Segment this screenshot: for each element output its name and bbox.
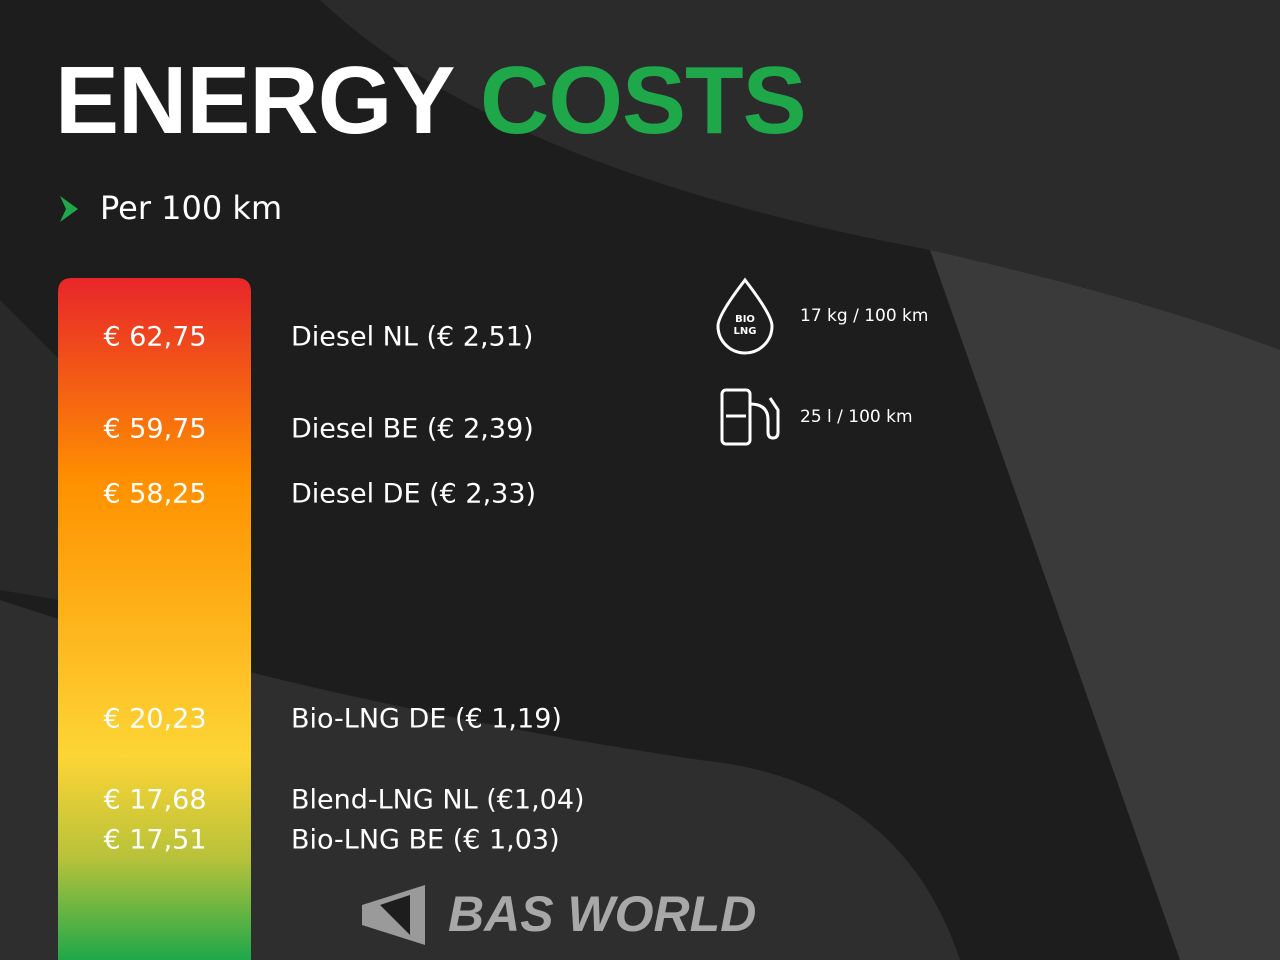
icon-text: LNG xyxy=(734,326,757,337)
icon-text: BIO xyxy=(735,314,755,325)
consumption-text: 25 l / 100 km xyxy=(800,407,913,427)
fuel-label: Diesel NL (€ 2,51) xyxy=(291,322,533,353)
bg-shape xyxy=(0,300,60,600)
logo-mark xyxy=(380,895,410,935)
fuel-label: Bio-LNG BE (€ 1,03) xyxy=(291,825,560,856)
fuel-label: Blend-LNG NL (€1,04) xyxy=(291,785,585,816)
bullet-arrow xyxy=(60,196,78,222)
bg-shape xyxy=(930,250,1280,960)
logo-text: BAS WORLD xyxy=(448,886,756,942)
drop-icon xyxy=(716,277,774,355)
fuel-label: Diesel BE (€ 2,39) xyxy=(291,414,534,445)
cost: € 20,23 xyxy=(103,704,206,735)
bg-shape xyxy=(320,0,1280,350)
consumption-text: 17 kg / 100 km xyxy=(800,306,928,326)
cost: € 58,25 xyxy=(103,479,206,510)
title: ENERGY xyxy=(55,47,454,154)
cost: € 59,75 xyxy=(103,414,206,445)
fuel-icon xyxy=(720,388,780,446)
items: € 62,75 Diesel NL (€ 2,51) € 59,75 Diesel B… xyxy=(103,322,584,856)
fuel-label: Bio-LNG DE (€ 1,19) xyxy=(291,704,562,735)
fuel-label: Diesel DE (€ 2,33) xyxy=(291,479,536,510)
cost: € 62,75 xyxy=(103,322,206,353)
cost: € 17,68 xyxy=(103,785,206,816)
subtitle: Per 100 km xyxy=(100,189,282,227)
title-accent: COSTS xyxy=(480,47,806,154)
cost: € 17,51 xyxy=(103,825,206,856)
cost-bar xyxy=(58,278,251,960)
